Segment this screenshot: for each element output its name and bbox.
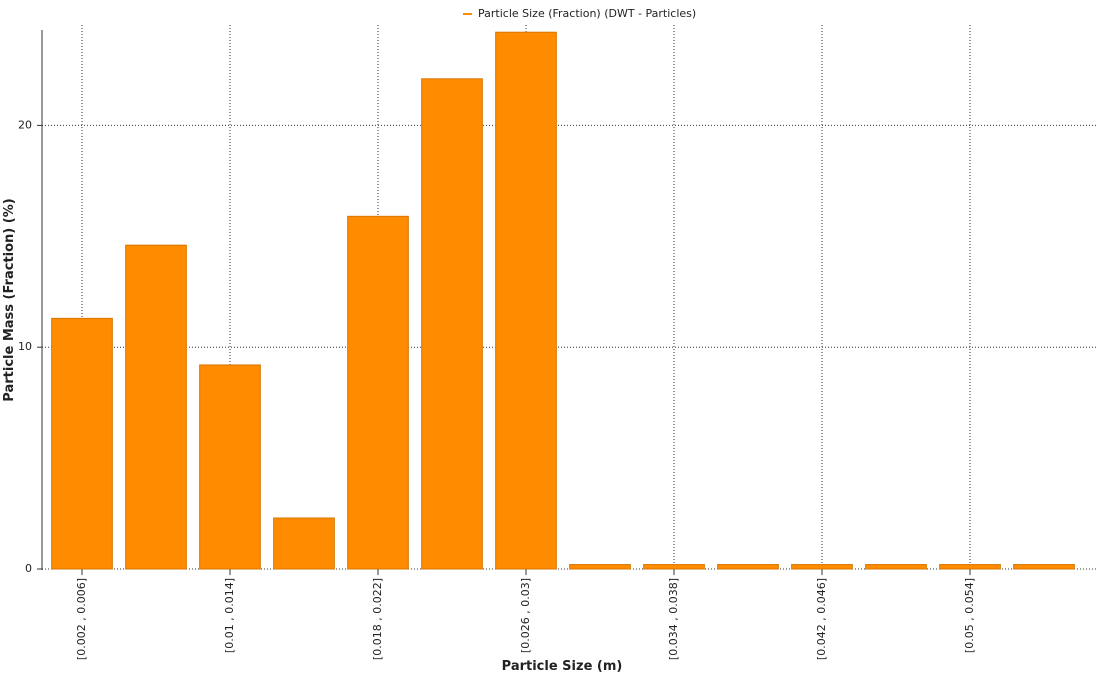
x-tick-label: [0.05 , 0.054] [963, 578, 976, 653]
bar [1013, 564, 1075, 570]
bar [125, 244, 187, 570]
bar [421, 78, 483, 570]
bar [51, 317, 113, 570]
bar [569, 564, 631, 570]
bar [939, 564, 1001, 570]
y-tick-label: 0 [25, 562, 32, 575]
bar [495, 31, 557, 570]
bar [273, 517, 335, 570]
x-tick-label: [0.01 , 0.014] [223, 578, 236, 653]
bar [643, 564, 705, 570]
x-tick-label: [0.042 , 0.046] [815, 578, 828, 660]
y-tick-label: 10 [18, 340, 32, 353]
y-tick-label: 20 [18, 118, 32, 131]
bar [717, 564, 779, 570]
x-tick-label: [0.018 , 0.022] [371, 578, 384, 660]
x-tick-label: [0.002 , 0.006] [75, 578, 88, 660]
bar [865, 564, 927, 570]
bar [199, 364, 261, 570]
y-axis-label: Particle Mass (Fraction) (%) [2, 198, 17, 401]
bar [347, 215, 409, 570]
bar [791, 564, 853, 570]
x-tick-label: [0.026 , 0.03] [519, 578, 532, 653]
x-axis-label: Particle Size (m) [502, 659, 623, 673]
x-tick-label: [0.034 , 0.038] [667, 578, 680, 660]
legend-label: Particle Size (Fraction) (DWT - Particle… [478, 7, 696, 20]
